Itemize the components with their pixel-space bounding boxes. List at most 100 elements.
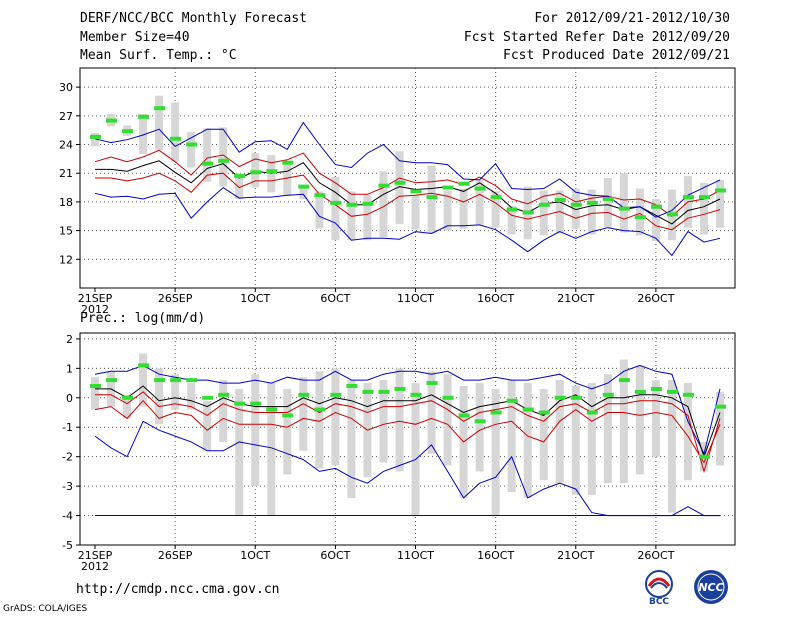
ensemble-box bbox=[267, 383, 276, 516]
observed-marker bbox=[538, 202, 550, 207]
ensemble-box bbox=[635, 188, 644, 236]
observed-marker bbox=[378, 389, 390, 394]
ensemble-box bbox=[651, 380, 660, 457]
ensemble-box bbox=[171, 374, 180, 410]
y-tick-label: 1 bbox=[66, 362, 73, 375]
observed-marker bbox=[650, 386, 662, 391]
observed-marker bbox=[442, 395, 454, 400]
panel-subtitle: Prec.: log(mm/d) bbox=[80, 311, 205, 326]
observed-marker bbox=[122, 129, 134, 134]
footer-url[interactable]: http://cmdp.ncc.cma.gov.cn bbox=[76, 582, 280, 597]
member-size: Member Size=40 bbox=[80, 30, 190, 45]
bcc-logo-text: BCC bbox=[649, 597, 669, 606]
ensemble-box bbox=[443, 190, 452, 231]
observed-marker bbox=[602, 392, 614, 397]
observed-marker bbox=[474, 186, 486, 191]
y-tick-label: -4 bbox=[62, 510, 73, 523]
series-line-max bbox=[94, 364, 721, 456]
observed-marker bbox=[506, 207, 518, 212]
ensemble-box bbox=[379, 380, 388, 463]
observed-marker bbox=[394, 386, 406, 391]
ensemble-box bbox=[571, 188, 580, 229]
observed-marker bbox=[522, 407, 534, 412]
observed-marker bbox=[458, 413, 470, 418]
ensemble-box bbox=[171, 102, 180, 162]
x-tick-label: 11OCT bbox=[397, 292, 434, 305]
x-tick-label: 26SEP bbox=[158, 549, 193, 562]
y-tick-label: 21 bbox=[59, 167, 73, 180]
plot-frame bbox=[79, 67, 736, 289]
ensemble-box bbox=[155, 368, 164, 425]
x-tick-label: 26OCT bbox=[637, 292, 674, 305]
series-line-min bbox=[94, 420, 720, 517]
ensemble-box bbox=[299, 377, 308, 451]
ensemble-box bbox=[395, 151, 404, 224]
y-tick-label: 2 bbox=[66, 333, 73, 346]
bcc-logo-icon: BCC bbox=[640, 568, 678, 607]
observed-marker bbox=[330, 200, 342, 205]
observed-marker bbox=[234, 401, 246, 406]
ensemble-box bbox=[411, 383, 420, 516]
ensemble-box bbox=[139, 353, 148, 407]
observed-marker bbox=[170, 136, 182, 141]
x-tick-label: 21OCT bbox=[557, 292, 594, 305]
ensemble-box bbox=[187, 383, 196, 410]
observed-marker bbox=[234, 174, 246, 179]
ensemble-box bbox=[539, 190, 548, 236]
observed-marker bbox=[410, 392, 422, 397]
observed-marker bbox=[170, 378, 182, 383]
ensemble-box bbox=[667, 380, 676, 513]
x-tick-label: 26SEP bbox=[158, 292, 193, 305]
ensemble-box bbox=[235, 173, 244, 200]
observed-marker bbox=[90, 134, 101, 139]
x-tick-year: 2012 bbox=[81, 303, 109, 316]
observed-marker bbox=[202, 161, 214, 166]
observed-marker bbox=[202, 395, 214, 400]
observed-marker bbox=[218, 392, 230, 397]
series-line-min bbox=[94, 121, 721, 218]
ncc-logo-icon: NCC bbox=[690, 568, 728, 606]
ncc-logo-text: NCC bbox=[698, 581, 723, 594]
x-tick-label: 1OCT bbox=[240, 292, 270, 305]
ensemble-box bbox=[283, 388, 292, 475]
ensemble-box bbox=[235, 388, 244, 516]
observed-marker bbox=[426, 381, 438, 386]
observed-marker bbox=[490, 410, 502, 415]
observed-marker bbox=[218, 158, 230, 163]
ensemble-box bbox=[475, 179, 484, 225]
variable-label: Mean Surf. Temp.: °C bbox=[80, 48, 237, 63]
precipitation-panel: -5 -4 -3 -2 -1 0 1 2 21SEP 26SEP 1OCT 6OCT 11OCT 16OC… bbox=[62, 332, 736, 573]
observed-marker bbox=[586, 410, 598, 415]
y-tick-label: 27 bbox=[59, 110, 73, 123]
ensemble-box bbox=[315, 371, 324, 469]
ensemble-box bbox=[363, 194, 372, 241]
x-tick-year: 2012 bbox=[81, 560, 109, 573]
observed-marker bbox=[634, 389, 646, 394]
observed-marker bbox=[474, 419, 486, 424]
observed-marker bbox=[298, 392, 310, 397]
observed-marker bbox=[682, 392, 694, 397]
ensemble-box bbox=[635, 365, 644, 475]
ensemble-box bbox=[219, 380, 228, 442]
observed-marker bbox=[298, 184, 310, 189]
ensemble-box bbox=[539, 388, 548, 481]
observed-marker bbox=[410, 189, 422, 194]
ensemble-box bbox=[155, 95, 164, 151]
ensemble-box bbox=[619, 359, 628, 484]
ensemble-box bbox=[427, 165, 436, 234]
ensemble-box bbox=[283, 163, 292, 197]
observed-marker bbox=[106, 118, 118, 123]
observed-marker bbox=[570, 202, 582, 207]
ensemble-box bbox=[347, 380, 356, 498]
observed-marker bbox=[554, 395, 566, 400]
x-tick-label: 21SEP bbox=[78, 292, 113, 305]
observed-marker bbox=[106, 378, 118, 383]
observed-marker bbox=[602, 197, 614, 202]
y-tick-label: -2 bbox=[62, 451, 73, 464]
observed-marker bbox=[666, 389, 678, 394]
observed-marker bbox=[314, 407, 326, 412]
ensemble-box bbox=[683, 383, 692, 481]
ensemble-box bbox=[379, 171, 388, 238]
refer-date: Fcst Started Refer Date 2012/09/20 bbox=[463, 30, 730, 45]
x-tick-label: 16OCT bbox=[477, 292, 514, 305]
